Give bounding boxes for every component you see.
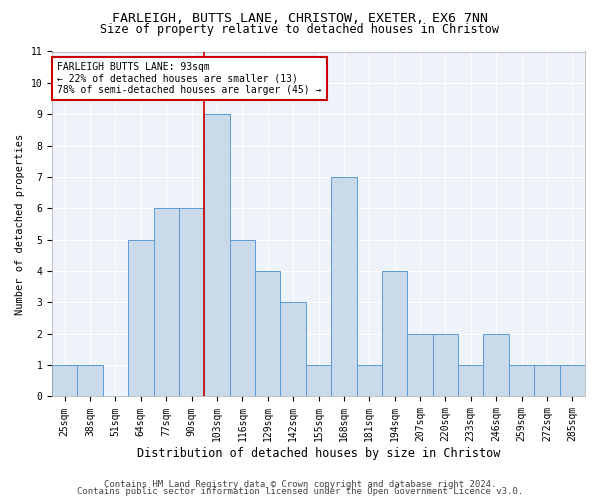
Bar (52, 365, 77, 396)
Bar (77, 365, 103, 396)
Bar (458, 365, 484, 396)
Bar (306, 365, 331, 396)
Text: Contains HM Land Registry data © Crown copyright and database right 2024.: Contains HM Land Registry data © Crown c… (104, 480, 496, 489)
Bar (154, 208, 179, 396)
Bar (205, 114, 230, 397)
Bar (407, 334, 433, 396)
Text: FARLEIGH BUTTS LANE: 93sqm
← 22% of detached houses are smaller (13)
78% of semi: FARLEIGH BUTTS LANE: 93sqm ← 22% of deta… (58, 62, 322, 95)
Text: FARLEIGH, BUTTS LANE, CHRISTOW, EXETER, EX6 7NN: FARLEIGH, BUTTS LANE, CHRISTOW, EXETER, … (112, 12, 488, 24)
Y-axis label: Number of detached properties: Number of detached properties (15, 134, 25, 314)
Bar (484, 334, 509, 396)
Bar (433, 334, 458, 396)
Bar (560, 365, 585, 396)
Text: Contains public sector information licensed under the Open Government Licence v3: Contains public sector information licen… (77, 488, 523, 496)
Bar (128, 240, 154, 396)
Bar (331, 177, 356, 396)
Bar (356, 365, 382, 396)
Bar (534, 365, 560, 396)
Bar (382, 271, 407, 396)
Bar (179, 208, 205, 396)
Bar (280, 302, 306, 396)
Text: Size of property relative to detached houses in Christow: Size of property relative to detached ho… (101, 22, 499, 36)
X-axis label: Distribution of detached houses by size in Christow: Distribution of detached houses by size … (137, 447, 500, 460)
Bar (230, 240, 255, 396)
Bar (509, 365, 534, 396)
Bar (255, 271, 280, 396)
